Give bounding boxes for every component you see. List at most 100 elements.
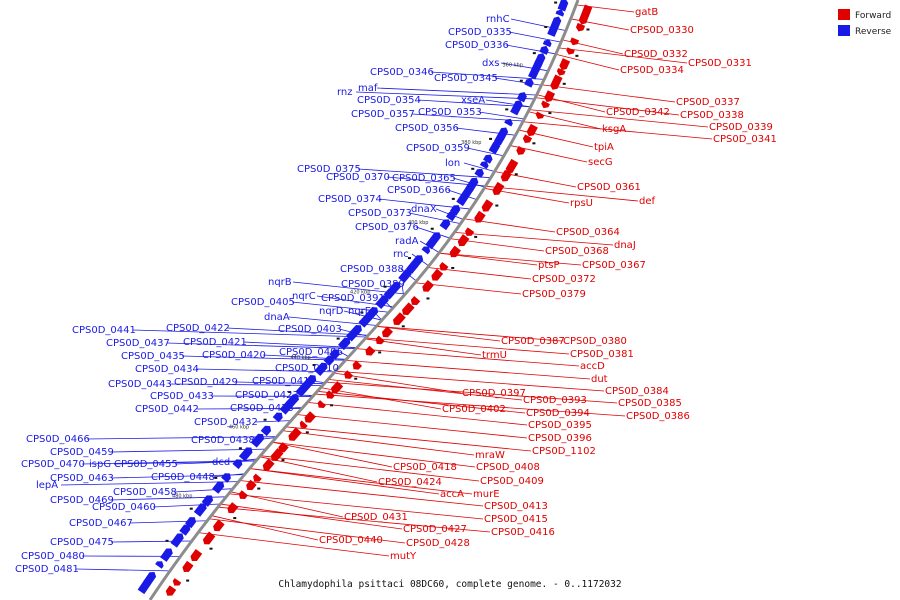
- gene-label-forward: CPS0D_0408: [476, 462, 540, 473]
- reverse-gene-feature: [272, 412, 283, 423]
- forward-gene-feature: [570, 37, 580, 46]
- gene-label-forward: CPS0D_0427: [403, 524, 467, 535]
- feature-mark: [330, 404, 334, 407]
- gene-label-reverse: dnaX: [411, 204, 437, 215]
- feature-mark: [562, 82, 566, 85]
- gene-label-reverse: CPS0D_0422: [166, 323, 230, 334]
- forward-gene-feature: [344, 370, 354, 379]
- reverse-gene-feature: [483, 154, 493, 164]
- forward-gene-feature: [535, 111, 545, 119]
- gene-label-reverse: CPS0D_0336: [445, 40, 509, 51]
- gene-label-forward: gatB: [635, 7, 658, 18]
- forward-gene-feature: [465, 227, 475, 236]
- scale-tick-label: 460 kbp: [229, 424, 249, 430]
- gene-label-reverse: CPS0D_0433: [150, 391, 214, 402]
- feature-mark: [544, 25, 548, 28]
- reverse-gene-feature: [232, 459, 243, 470]
- gene-label-forward: CPS0D_0415: [484, 514, 548, 525]
- forward-gene-feature: [172, 578, 182, 586]
- forward-gene-feature: [556, 68, 566, 76]
- gene-label-reverse: CPS0D_0345: [434, 73, 498, 84]
- gene-label-forward: CPS0D_0367: [582, 260, 646, 271]
- gene-label-reverse: CPS0D_0423: [235, 390, 299, 401]
- feature-mark: [214, 476, 218, 479]
- forward-gene-feature: [431, 268, 444, 281]
- gene-label-forward: CPS0D_0386: [626, 411, 690, 422]
- gene-label-reverse: nqrB: [268, 277, 292, 288]
- forward-gene-feature: [522, 134, 533, 144]
- feature-mark: [305, 431, 309, 434]
- gene-label-reverse: lon: [445, 158, 460, 169]
- feature-mark: [474, 235, 478, 238]
- forward-gene-feature: [402, 302, 415, 316]
- reverse-gene-feature: [547, 27, 557, 37]
- gene-label-forward: CPS0D_0418: [393, 462, 457, 473]
- genome-caption: Chlamydophila psittaci 08DC60, complete …: [278, 579, 621, 590]
- forward-gene-feature: [516, 145, 526, 155]
- feature-mark: [451, 266, 455, 269]
- reverse-gene-feature: [445, 211, 456, 222]
- reverse-gene-feature: [539, 45, 549, 55]
- gene-label-reverse: CPS0D_0421: [183, 337, 247, 348]
- gene-label-reverse: CPS0D_0432: [194, 417, 258, 428]
- forward-gene-feature: [382, 326, 393, 338]
- gene-label-reverse: CPS0D_0373: [348, 208, 412, 219]
- gene-label-reverse: CPS0D_0435: [121, 351, 185, 362]
- reverse-gene-feature: [329, 349, 340, 360]
- gene-label-forward: secG: [588, 157, 613, 168]
- reverse-gene-feature: [425, 234, 439, 250]
- forward-gene-feature: [227, 502, 239, 514]
- gene-label-forward: accA: [440, 489, 464, 500]
- gene-label-forward: CPS0D_0372: [532, 274, 596, 285]
- gene-label-reverse: CPS0D_0425: [230, 403, 294, 414]
- feature-mark: [312, 364, 316, 367]
- gene-label-reverse: maf: [358, 83, 378, 94]
- gene-label-forward: CPS0D_0396: [528, 433, 592, 444]
- forward-gene-feature: [505, 158, 519, 174]
- reverse-gene-feature: [557, 0, 569, 12]
- forward-gene-feature: [202, 531, 216, 545]
- forward-gene-feature: [474, 210, 486, 223]
- feature-mark: [426, 297, 430, 300]
- reverse-gene-feature: [295, 382, 310, 397]
- gene-label-forward: CPS0D_0395: [528, 420, 592, 431]
- forward-gene-feature: [365, 345, 376, 356]
- forward-gene-feature: [190, 549, 203, 562]
- forward-gene-feature: [550, 74, 563, 90]
- gene-label-reverse: CPS0D_0365: [392, 173, 456, 184]
- forward-gene-feature: [299, 420, 308, 429]
- reverse-gene-feature: [398, 269, 412, 284]
- reverse-gene-feature: [160, 548, 173, 562]
- reverse-gene-feature: [528, 66, 540, 80]
- gene-label-forward: dut: [591, 374, 608, 385]
- feature-mark: [186, 579, 190, 582]
- gene-label-reverse: CPS0D_0376: [355, 222, 419, 233]
- gene-label-reverse: CPS0D_0403: [278, 324, 342, 335]
- forward-gene-feature: [422, 280, 434, 292]
- gene-label-reverse: CPS0D_0480: [21, 551, 85, 562]
- gene-label-forward: CPS0D_0428: [406, 538, 470, 549]
- gene-label-forward: CPS0D_0416: [491, 527, 555, 538]
- legend-reverse-label: Reverse: [855, 27, 892, 37]
- feature-mark: [238, 447, 242, 450]
- gene-label-reverse: CPS0D_0366: [387, 185, 451, 196]
- forward-gene-feature: [182, 560, 194, 573]
- reverse-gene-feature: [345, 330, 357, 342]
- gene-label-reverse: dnaA: [264, 312, 290, 323]
- gene-label-forward: CPS0D_0364: [556, 227, 620, 238]
- gene-label-reverse: lepA: [36, 480, 58, 491]
- gene-label-reverse: CPS0D_0469: [50, 495, 114, 506]
- gene-label-reverse: nqrD: [319, 306, 344, 317]
- gene-label-forward: CPS0D_0402: [442, 404, 506, 415]
- gene-label-reverse: CPS0D_0475: [50, 537, 114, 548]
- scale-tick-label: 360 kbp: [502, 63, 522, 69]
- forward-gene-feature: [278, 442, 289, 453]
- feature-mark: [263, 418, 267, 421]
- feature-mark: [378, 351, 382, 354]
- feature-mark: [471, 167, 475, 170]
- reverse-gene-feature: [555, 9, 565, 17]
- reverse-gene-feature: [193, 503, 207, 517]
- gene-label-reverse: CPS0D_0467: [69, 518, 133, 529]
- reverse-gene-feature: [323, 355, 335, 366]
